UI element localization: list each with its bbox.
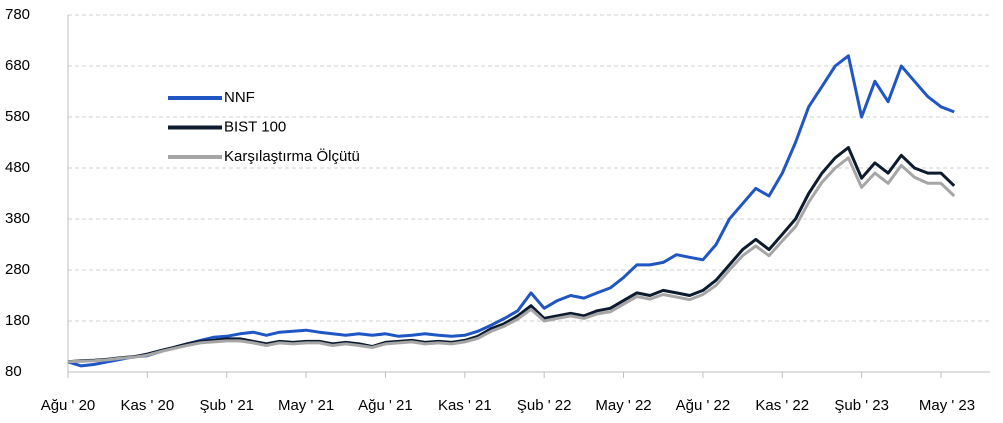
- y-tick-label: 280: [5, 261, 30, 278]
- y-tick-label: 80: [5, 363, 22, 380]
- y-tick-label: 480: [5, 159, 30, 176]
- x-tick-label: Şub ' 23: [834, 397, 889, 414]
- x-tick-label: Şub ' 22: [517, 397, 572, 414]
- x-tick-label: May ' 23: [919, 397, 975, 414]
- series-line: [67, 146, 956, 364]
- y-tick-label: 680: [5, 57, 30, 74]
- x-tick-label: Kas ' 20: [120, 397, 174, 414]
- legend-label: BIST 100: [224, 118, 286, 135]
- series-line: [67, 156, 956, 364]
- y-tick-label: 380: [5, 210, 30, 227]
- x-tick-label: Şub ' 21: [199, 397, 254, 414]
- x-tick-label: May ' 22: [595, 397, 651, 414]
- x-tick-label: May ' 21: [278, 397, 334, 414]
- x-tick-label: Ağu ' 21: [358, 397, 413, 414]
- series-line: [67, 54, 955, 368]
- x-tick-label: Kas ' 21: [438, 397, 492, 414]
- x-tick-label: Ağu ' 20: [41, 397, 96, 414]
- legend-label: Karşılaştırma Ölçütü: [224, 147, 360, 165]
- x-tick-label: Ağu ' 22: [676, 397, 731, 414]
- y-tick-label: 580: [5, 108, 30, 125]
- y-tick-label: 780: [5, 6, 30, 23]
- x-tick-label: Kas ' 22: [755, 397, 809, 414]
- legend-label: NNF: [224, 89, 255, 106]
- y-tick-label: 180: [5, 312, 30, 329]
